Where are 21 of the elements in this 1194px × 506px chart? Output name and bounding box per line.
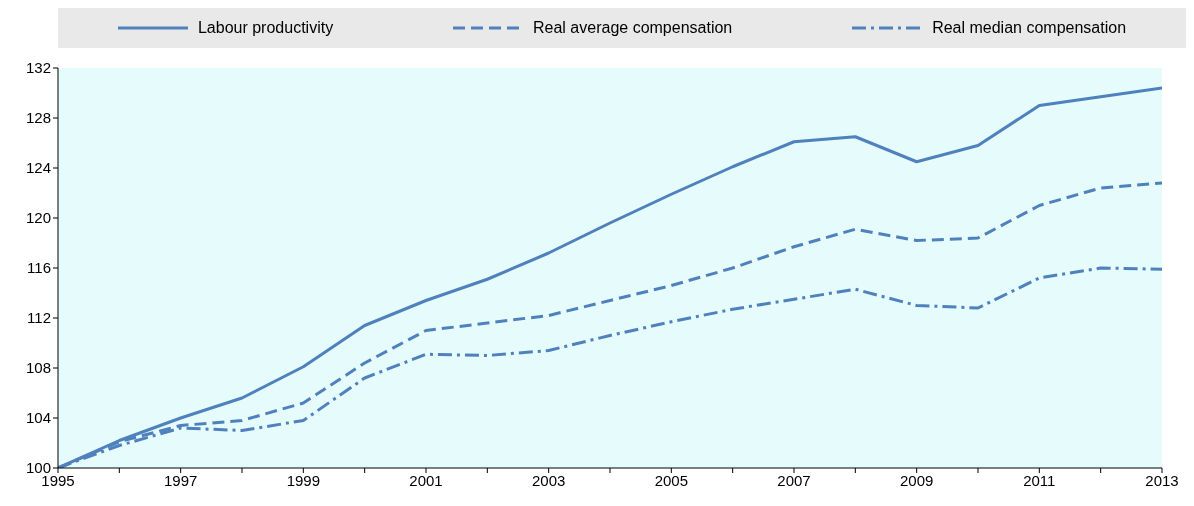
x-tick-label: 1999 <box>286 471 321 489</box>
legend-label: Real average compensation <box>533 19 733 37</box>
legend-label: Real median compensation <box>932 19 1127 37</box>
legend-label: Labour productivity <box>197 19 334 37</box>
y-tick-label: 128 <box>25 109 51 127</box>
y-tick-label: 112 <box>27 309 51 327</box>
y-tick-label: 132 <box>25 59 51 77</box>
x-tick-label: 2001 <box>409 471 443 489</box>
x-tick-label: 2005 <box>654 471 689 489</box>
y-tick-label: 104 <box>25 409 51 427</box>
y-tick-label: 100 <box>25 459 51 477</box>
x-tick-label: 2003 <box>531 471 566 489</box>
x-tick-label: 2007 <box>777 471 811 489</box>
y-tick-label: 116 <box>27 259 51 277</box>
x-tick-label: 2011 <box>1023 471 1056 489</box>
y-tick-label: 108 <box>25 359 51 377</box>
x-tick-label: 2009 <box>899 471 934 489</box>
y-tick-label: 124 <box>25 159 51 177</box>
x-tick-label: 1997 <box>163 471 198 489</box>
x-tick-label: 2013 <box>1145 471 1179 489</box>
y-tick-label: 120 <box>25 209 51 227</box>
